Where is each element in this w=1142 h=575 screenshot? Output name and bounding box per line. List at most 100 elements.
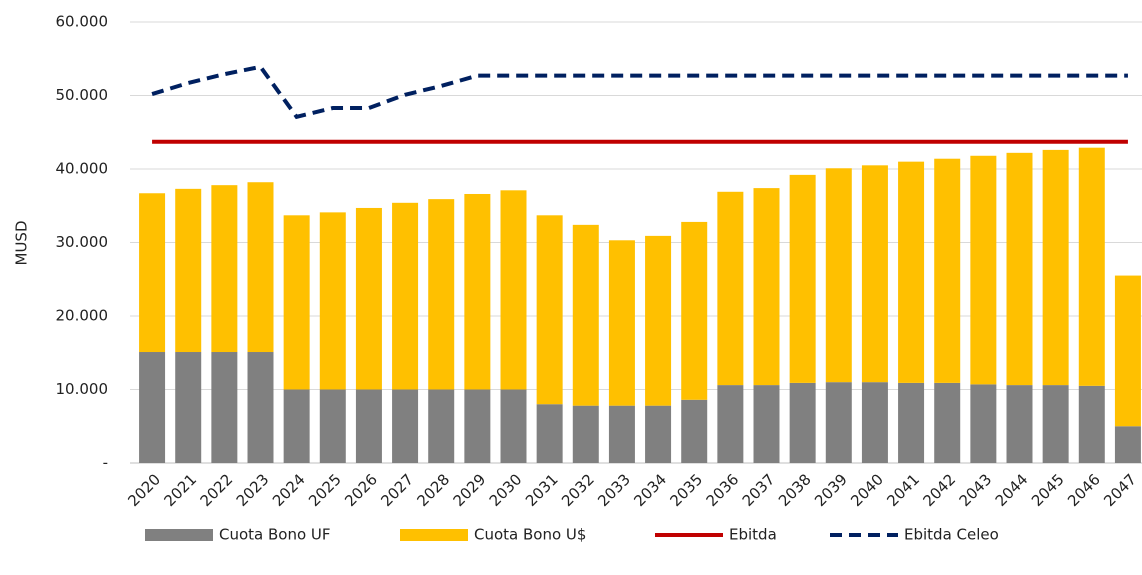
x-tick-label: 2045 xyxy=(1028,470,1068,510)
legend-label: Cuota Bono U$ xyxy=(474,526,586,544)
y-tick-label: 60.000 xyxy=(56,13,109,31)
bar xyxy=(608,405,635,463)
x-tick-label: 2034 xyxy=(630,470,670,510)
bar xyxy=(1006,152,1033,386)
bar xyxy=(464,193,491,390)
x-tick-label: 2025 xyxy=(305,470,345,510)
bar xyxy=(211,352,238,463)
bar xyxy=(247,182,274,353)
x-tick-label: 2022 xyxy=(197,470,237,510)
legend-label: Ebitda xyxy=(729,526,777,544)
x-tick-label: 2044 xyxy=(992,470,1032,510)
bar xyxy=(392,389,419,463)
bar xyxy=(428,199,455,390)
x-tick-label: 2024 xyxy=(269,470,309,510)
bar xyxy=(247,352,274,463)
y-tick-label: 20.000 xyxy=(56,307,109,325)
legend-swatch xyxy=(145,529,213,541)
bar xyxy=(970,384,997,463)
x-tick-label: 2046 xyxy=(1064,470,1104,510)
bar xyxy=(825,382,852,463)
x-tick-label: 2031 xyxy=(522,470,562,510)
bar xyxy=(283,215,310,390)
bar xyxy=(645,235,672,406)
bar xyxy=(753,188,780,386)
bar xyxy=(428,389,455,463)
bar xyxy=(175,188,202,353)
bar xyxy=(608,240,635,406)
x-tick-label: 2032 xyxy=(558,470,598,510)
bar xyxy=(175,352,202,463)
bar xyxy=(572,405,599,463)
x-tick-label: 2020 xyxy=(124,470,164,510)
line xyxy=(151,64,1128,120)
x-tick-label: 2037 xyxy=(739,470,779,510)
bar xyxy=(970,155,997,385)
bar xyxy=(825,168,852,383)
x-tick-label: 2043 xyxy=(956,470,996,510)
bar xyxy=(319,389,346,463)
bar xyxy=(392,202,419,390)
bar xyxy=(211,185,238,353)
bar xyxy=(139,193,166,353)
y-tick-label: - xyxy=(103,454,108,472)
x-tick-label: 2026 xyxy=(341,470,381,510)
x-tick-label: 2041 xyxy=(883,470,923,510)
y-tick-label: 50.000 xyxy=(56,86,109,104)
x-tick-label: 2047 xyxy=(1100,470,1140,510)
bar xyxy=(681,221,708,400)
bar xyxy=(355,389,382,463)
x-tick-label: 2028 xyxy=(413,470,453,510)
bar xyxy=(572,224,599,406)
legend-swatch xyxy=(400,529,468,541)
x-tick-label: 2030 xyxy=(486,470,526,510)
bar xyxy=(861,165,888,383)
bar xyxy=(789,382,816,463)
x-tick-label: 2040 xyxy=(847,470,887,510)
bar xyxy=(464,389,491,463)
bar xyxy=(1042,149,1069,386)
bar xyxy=(717,191,744,386)
legend-label: Cuota Bono UF xyxy=(219,526,331,544)
bar xyxy=(319,212,346,390)
x-tick-label: 2029 xyxy=(450,470,490,510)
y-tick-label: 30.000 xyxy=(56,233,109,251)
bar xyxy=(645,405,672,463)
x-tick-label: 2035 xyxy=(666,470,706,510)
x-tick-label: 2027 xyxy=(377,470,417,510)
bar xyxy=(536,215,563,405)
bar xyxy=(500,389,527,463)
bar xyxy=(1006,385,1033,463)
bar xyxy=(1114,426,1141,463)
x-tick-label: 2036 xyxy=(703,470,743,510)
x-tick-label: 2023 xyxy=(233,470,273,510)
y-tick-label: 40.000 xyxy=(56,160,109,178)
bar xyxy=(1078,385,1105,463)
bar xyxy=(139,352,166,463)
x-tick-label: 2021 xyxy=(160,470,200,510)
x-tick-label: 2039 xyxy=(811,470,851,510)
bar xyxy=(717,385,744,463)
bar xyxy=(283,389,310,463)
x-tick-label: 2033 xyxy=(594,470,634,510)
bar xyxy=(934,158,961,383)
bar xyxy=(681,399,708,463)
bar xyxy=(898,161,925,383)
bar xyxy=(898,382,925,463)
y-axis-label: MUSD xyxy=(13,221,31,266)
bar xyxy=(1114,275,1141,427)
bar xyxy=(1078,147,1105,386)
x-tick-label: 2042 xyxy=(919,470,959,510)
legend-label: Ebitda Celeo xyxy=(904,526,999,544)
y-tick-label: 10.000 xyxy=(56,380,109,398)
bar xyxy=(500,190,527,390)
bar xyxy=(934,382,961,463)
bar xyxy=(355,207,382,390)
bar xyxy=(1042,385,1069,463)
bar xyxy=(753,385,780,463)
bar xyxy=(536,404,563,463)
bar xyxy=(789,174,816,383)
bar xyxy=(861,382,888,463)
x-tick-label: 2038 xyxy=(775,470,815,510)
